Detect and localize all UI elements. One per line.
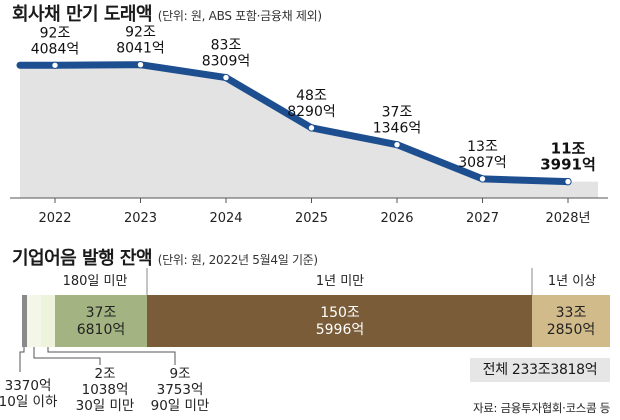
segment-value-label: 37조 xyxy=(86,305,117,321)
data-label: 92조 xyxy=(40,25,71,41)
data-point xyxy=(393,140,401,149)
small-segment-label: 10일 이하 xyxy=(0,394,58,410)
leader-line xyxy=(33,347,101,365)
group-label: 1년 이상 xyxy=(548,274,596,289)
data-label: 83조 xyxy=(211,38,242,54)
group-label: 180일 미만 xyxy=(63,274,128,289)
x-tick-label: 2025 xyxy=(295,211,328,226)
x-tick-label: 2027 xyxy=(466,211,499,226)
data-point xyxy=(478,175,487,183)
segment-value-label: 33조 xyxy=(556,305,587,321)
leader-line xyxy=(47,347,176,365)
maturity-area-chart: 202292조4084억202392조8041억202483조8309억2025… xyxy=(10,25,608,226)
bar-segment xyxy=(41,295,55,347)
segment-value-label: 150조 xyxy=(320,305,360,321)
total-balance-box: 전체 233조3818억 xyxy=(470,358,610,382)
chart2-title: 기업어음 발행 잔액 (단위: 원, 2022년 5월4일 기준) xyxy=(12,248,318,269)
area-fill xyxy=(20,64,598,199)
data-point xyxy=(51,61,59,69)
data-label: 48조 xyxy=(296,88,327,104)
x-tick-label: 2028년 xyxy=(545,211,590,226)
data-label: 3991억 xyxy=(540,156,596,174)
data-label: 8290억 xyxy=(287,104,336,120)
bar-segment xyxy=(532,295,610,347)
bar-segment xyxy=(27,295,41,347)
small-segment-label: 9조 xyxy=(169,366,190,382)
small-segment-label: 3753억 xyxy=(157,382,204,398)
small-segment-label: 3370억 xyxy=(5,378,52,394)
data-label: 1346억 xyxy=(373,121,422,137)
segment-value-label: 2850억 xyxy=(547,322,596,338)
data-label: 4084억 xyxy=(31,41,80,57)
data-point xyxy=(222,73,230,82)
x-tick-label: 2026 xyxy=(380,211,413,226)
segment-value-label: 5996억 xyxy=(316,322,365,338)
x-tick-label: 2024 xyxy=(209,211,242,226)
small-segment-label: 1038억 xyxy=(82,382,129,398)
chart1-subtitle: (단위: 원, ABS 포함·금융채 제외) xyxy=(157,9,322,23)
small-segment-label: 2조 xyxy=(94,366,115,382)
x-tick-label: 2022 xyxy=(38,211,71,226)
bar-segment xyxy=(22,295,27,347)
data-point xyxy=(307,124,316,132)
data-label: 11조 xyxy=(551,140,586,158)
data-label: 8309억 xyxy=(202,54,251,70)
segment-value-label: 6810억 xyxy=(77,322,126,338)
data-point xyxy=(136,60,145,69)
leader-line xyxy=(19,347,25,372)
data-label: 8041억 xyxy=(116,41,165,57)
data-label: 13조 xyxy=(467,139,498,155)
source-note: 자료: 금융투자협회·코스콤 등 xyxy=(473,401,610,415)
series-line xyxy=(16,61,572,186)
data-point xyxy=(564,177,572,186)
bar-segment xyxy=(55,295,147,347)
group-label: 1년 미만 xyxy=(316,274,364,289)
data-label: 37조 xyxy=(382,105,413,121)
x-tick-label: 2023 xyxy=(124,211,157,226)
data-label: 92조 xyxy=(125,25,156,41)
small-segment-label: 30일 미만 xyxy=(76,398,135,414)
bar-segment xyxy=(147,295,532,347)
data-label: 3087억 xyxy=(458,155,507,171)
small-segment-label: 90일 미만 xyxy=(151,398,210,414)
chart2-subtitle: (단위: 원, 2022년 5월4일 기준) xyxy=(157,253,318,267)
chart1-title: 회사채 만기 도래액 (단위: 원, ABS 포함·금융채 제외) xyxy=(12,4,322,25)
